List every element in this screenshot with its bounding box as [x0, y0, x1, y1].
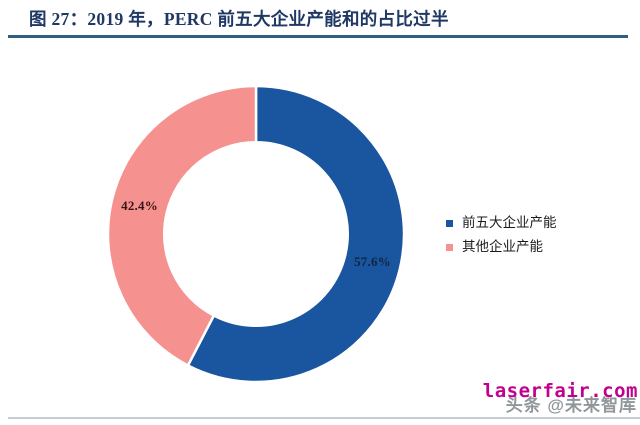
legend: 前五大企业产能 其他企业产能 [446, 215, 557, 255]
legend-label-top5: 前五大企业产能 [462, 215, 557, 230]
title-underline-rule [8, 35, 628, 38]
data-label-others-share: 42.4% [121, 197, 158, 213]
watermark-site: laserfair.com [482, 380, 638, 402]
figure-title: 图 27：2019 年，PERC 前五大企业产能和的占比过半 [29, 9, 449, 29]
watermark-byline: 头条 @未来智库 [505, 396, 637, 415]
legend-swatch-top5 [446, 219, 453, 227]
donut-slice-1 [106, 84, 258, 367]
bottom-divider-rule [8, 417, 640, 419]
data-label-top5-share: 57.6% [354, 254, 391, 270]
legend-item-others: 其他企业产能 [446, 239, 557, 255]
legend-item-top5: 前五大企业产能 [446, 215, 557, 231]
legend-label-others: 其他企业产能 [462, 239, 543, 254]
donut-slice-0 [186, 84, 406, 384]
legend-swatch-others [446, 243, 453, 251]
